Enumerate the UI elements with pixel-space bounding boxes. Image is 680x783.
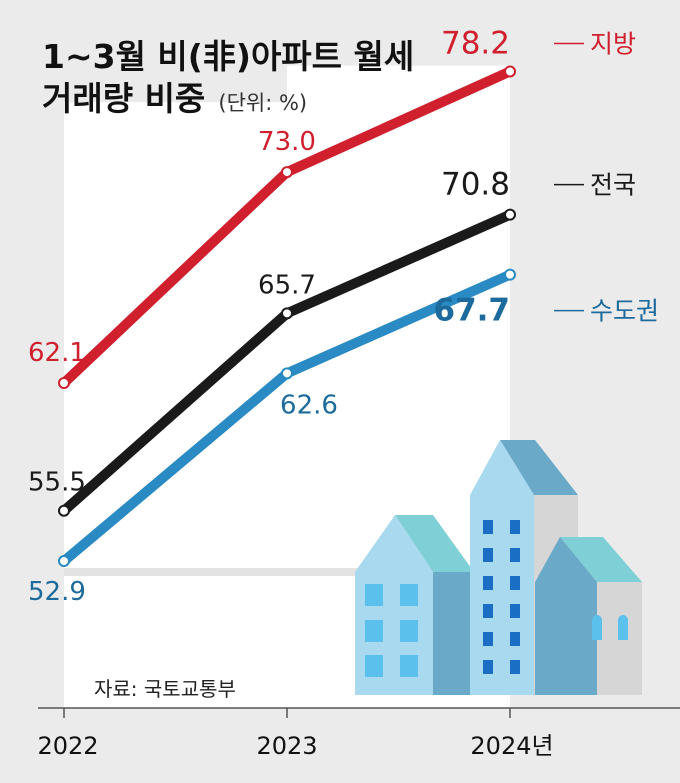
- left-house-roof: [395, 515, 474, 572]
- chart-title-line2: 거래량 비중 (단위: %): [42, 79, 307, 118]
- data-label: 67.7: [434, 293, 511, 329]
- separator-band: [64, 568, 510, 576]
- left-house-window: [400, 584, 418, 606]
- left-house-window: [400, 620, 418, 642]
- tower-window: [483, 660, 493, 674]
- data-point: [281, 367, 293, 380]
- tower-roof: [500, 440, 578, 495]
- right-house-window: [618, 615, 628, 640]
- data-label: 65.7: [258, 270, 316, 300]
- data-point: [58, 555, 70, 568]
- tower-window: [510, 660, 520, 674]
- left-house-side: [433, 572, 474, 695]
- data-label: 73.0: [258, 127, 316, 157]
- tower-window: [510, 604, 520, 618]
- data-label: 55.5: [28, 468, 86, 498]
- data-point: [504, 268, 516, 281]
- data-point: [504, 65, 516, 78]
- data-label: 62.6: [280, 390, 338, 420]
- data-label: 70.8: [441, 167, 510, 203]
- right-house-window: [592, 615, 602, 640]
- tower-window: [483, 576, 493, 590]
- left-house-front: [355, 515, 433, 695]
- tower-window: [483, 604, 493, 618]
- tower-window: [510, 576, 520, 590]
- series-name-label: 지방: [590, 29, 636, 58]
- data-point: [504, 208, 516, 221]
- source-note: 자료: 국토교통부: [94, 677, 236, 701]
- city-buildings-illustration: [355, 440, 642, 695]
- title-line2-text: 거래량 비중: [42, 79, 205, 118]
- data-label: 52.9: [28, 577, 86, 607]
- tower-window: [510, 520, 520, 534]
- tower-front: [470, 440, 534, 695]
- unit-note: (단위: %): [218, 91, 307, 115]
- tower-window: [510, 548, 520, 562]
- right-house-front: [535, 537, 597, 695]
- series-name-label: 전국: [590, 171, 636, 200]
- data-label: 78.2: [441, 25, 510, 61]
- data-labels: 62.1 73.0 78.2 55.5 65.7 70.8 52.9 62.6 67.7: [28, 25, 510, 607]
- x-tick-label: 2022: [37, 732, 98, 760]
- series-points: [58, 65, 516, 568]
- left-house-window: [365, 620, 383, 642]
- data-point: [281, 307, 293, 320]
- tower-windows: [483, 520, 520, 674]
- data-point: [281, 166, 293, 179]
- right-house-roof: [560, 537, 642, 582]
- left-house-window: [365, 655, 383, 677]
- tower-window: [510, 632, 520, 646]
- x-tick-label: 2024년: [470, 732, 553, 760]
- series-name-label: 수도권: [590, 297, 659, 326]
- data-point: [58, 377, 70, 389]
- data-point: [58, 504, 70, 517]
- chart-title-line1: 1~3월 비(非)아파트 월세: [42, 37, 414, 76]
- x-axis-ticks: [63, 708, 511, 718]
- tower-window: [483, 548, 493, 562]
- x-tick-label: 2023: [256, 732, 317, 760]
- data-label: 62.1: [28, 338, 86, 368]
- x-axis-tick-labels: 2022 2023 2024년: [37, 732, 553, 760]
- tower-window: [483, 632, 493, 646]
- tower-window: [483, 520, 493, 534]
- left-house-window: [400, 655, 418, 677]
- left-house-window: [365, 584, 383, 606]
